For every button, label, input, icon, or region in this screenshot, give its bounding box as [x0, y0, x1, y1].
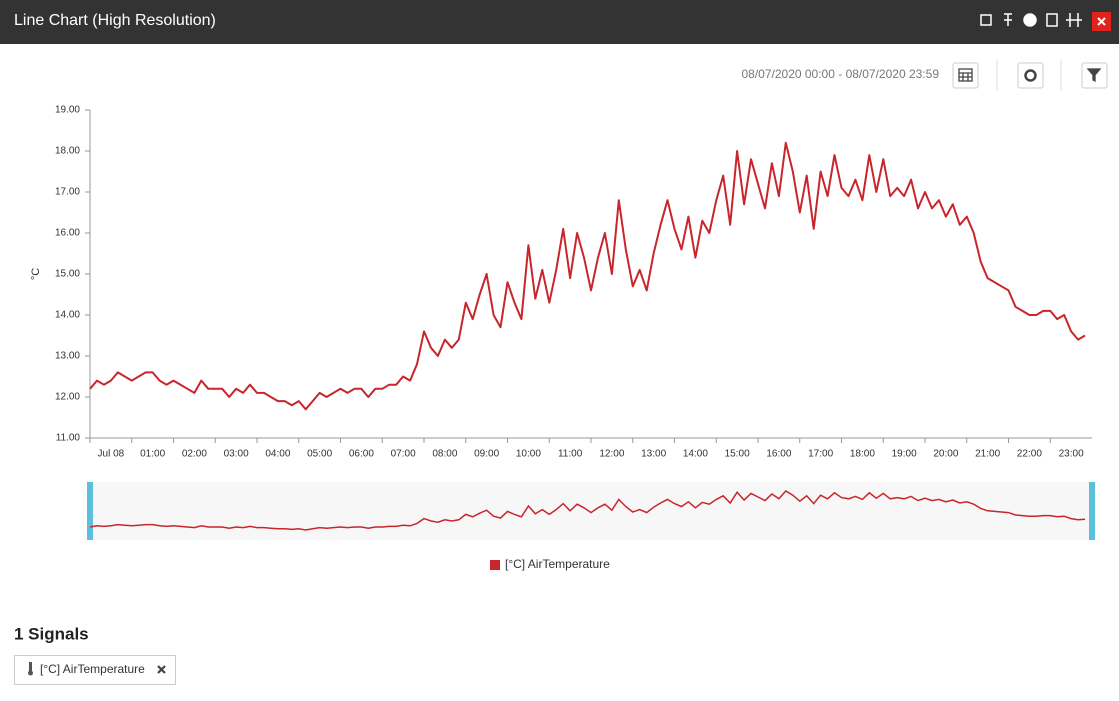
thermometer-icon [28, 662, 33, 676]
signals-title: 1 Signals [14, 624, 89, 643]
remove-signal-icon[interactable] [157, 665, 166, 674]
close-icon [1097, 17, 1106, 26]
calendar-button[interactable] [952, 62, 979, 89]
signal-chip[interactable] [14, 655, 176, 685]
navigator-handle[interactable] [1089, 482, 1095, 540]
header-title: Line Chart (High Resolution) [14, 12, 216, 29]
y-tick-label: 12.00 [55, 392, 80, 403]
x-tick-label: 01:00 [140, 449, 165, 460]
x-tick-label: 20:00 [933, 449, 958, 460]
navigator-line [89, 490, 1086, 531]
y-tick-label: 11.00 [56, 433, 81, 444]
header-bar [0, 0, 1119, 44]
navigator-background[interactable] [90, 482, 1092, 540]
legend-label: [°C] AirTemperature [505, 557, 610, 571]
calendar-icon [958, 68, 973, 82]
y-tick-label: 19.00 [55, 105, 80, 116]
toolbar-icons [958, 68, 1102, 83]
x-tick-label: 03:00 [224, 449, 249, 460]
x-tick-label: Jul 08 [98, 449, 125, 460]
y-tick-label: 18.00 [55, 146, 80, 157]
data-line [89, 141, 1086, 411]
info-icon[interactable] [1023, 13, 1037, 27]
x-tick-label: 11:00 [558, 449, 583, 460]
x-tick-label: 10:00 [516, 449, 541, 460]
y-tick-label: 15.00 [55, 269, 80, 280]
filter-icon [1086, 68, 1102, 83]
y-axis-label: °C [30, 268, 42, 280]
y-tick-label: 17.00 [55, 187, 80, 198]
x-tick-label: 07:00 [391, 449, 416, 460]
x-tick-label: 14:00 [683, 449, 708, 460]
x-tick-label: 06:00 [349, 449, 374, 460]
settings-button[interactable] [1017, 62, 1044, 89]
navigator-handle[interactable] [87, 482, 93, 540]
gear-icon [1024, 69, 1037, 82]
x-tick-label: 12:00 [599, 449, 624, 460]
toolbar-buttons [952, 62, 1108, 89]
x-tick-label: 16:00 [766, 449, 791, 460]
x-tick-label: 09:00 [474, 449, 499, 460]
x-tick-label: 15:00 [725, 449, 750, 460]
date-range[interactable]: 08/07/2020 00:00 - 08/07/2020 23:59 [741, 67, 939, 81]
x-tick-label: 13:00 [641, 449, 666, 460]
resize-icon[interactable] [1066, 13, 1082, 27]
y-tick-label: 16.00 [55, 228, 80, 239]
pdf-icon[interactable] [1046, 13, 1058, 27]
x-tick-label: 02:00 [182, 449, 207, 460]
x-tick-label: 17:00 [808, 449, 833, 460]
y-tick-label: 13.00 [55, 351, 80, 362]
y-tick-label: 14.00 [55, 310, 80, 321]
x-tick-label: 19:00 [892, 449, 917, 460]
pin-icon[interactable] [1004, 13, 1012, 26]
x-tick-label: 18:00 [850, 449, 875, 460]
x-tick-label: 21:00 [975, 449, 1000, 460]
signal-name: [°C] AirTemperature [40, 662, 145, 676]
export-icon[interactable] [980, 14, 992, 26]
x-tick-label: 08:00 [432, 449, 457, 460]
x-tick-label: 23:00 [1059, 449, 1084, 460]
x-tick-label: 05:00 [307, 449, 332, 460]
x-tick-label: 22:00 [1017, 449, 1042, 460]
legend-swatch [490, 560, 500, 570]
header-icons [980, 13, 1082, 27]
x-tick-label: 04:00 [265, 449, 290, 460]
